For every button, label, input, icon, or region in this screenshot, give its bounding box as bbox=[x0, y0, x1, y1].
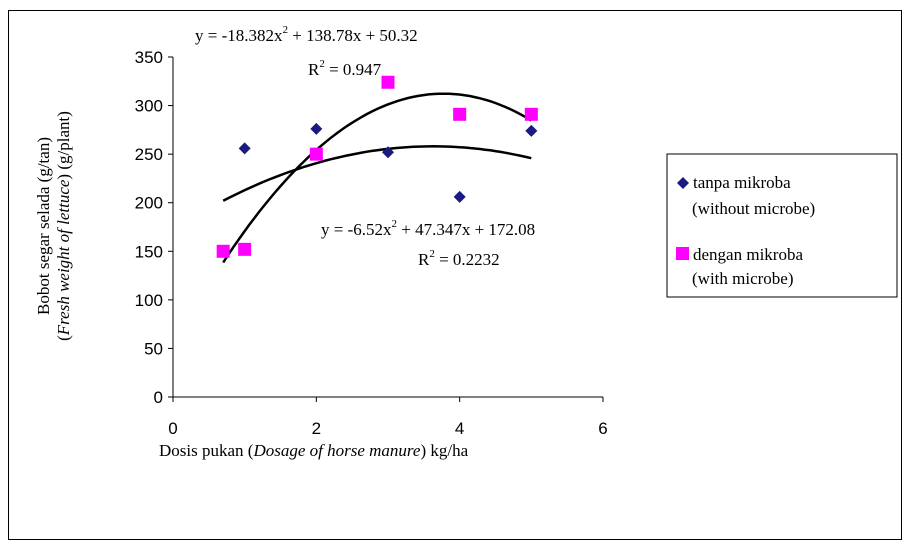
trendline-series-0 bbox=[222, 145, 532, 202]
y-axis-label-line1: Bobot segar selada (g/tan) bbox=[34, 137, 53, 315]
x-axis-label: Dosis pukan (Dosage of horse manure) kg/… bbox=[159, 441, 469, 460]
y-axis-label-line2: (Fresh weight of lettuce) (g/plant) bbox=[54, 111, 73, 341]
legend-marker-diamond bbox=[677, 177, 689, 189]
legend-label-with-microbe-2: (with microbe) bbox=[692, 269, 794, 288]
x-tick-label: 0 bbox=[168, 419, 177, 438]
r2-with-microbe: R2 = 0.947 bbox=[308, 58, 382, 79]
y-tick-label: 350 bbox=[135, 48, 163, 67]
legend-marker-square bbox=[676, 247, 689, 260]
x-tick-label: 2 bbox=[312, 419, 321, 438]
point-without-microbe bbox=[525, 124, 538, 137]
scatter-chart: 0 50 100 150 200 250 300 350 0 2 4 6 y = -18.382x2… bbox=[34, 24, 898, 460]
x-ticks: 0 2 4 6 bbox=[168, 397, 608, 438]
x-tick-label: 4 bbox=[455, 419, 464, 438]
legend-box bbox=[666, 153, 898, 298]
legend-label-without-microbe-1: tanpa mikroba bbox=[693, 173, 791, 192]
chart-frame: 0 50 100 150 200 250 300 350 0 2 4 6 y = -18.382x2… bbox=[8, 10, 902, 540]
point-with-microbe bbox=[216, 244, 230, 258]
point-with-microbe bbox=[524, 107, 538, 121]
trendline-series-1 bbox=[222, 92, 532, 264]
r2-without-microbe: R2 = 0.2232 bbox=[418, 248, 500, 269]
point-without-microbe bbox=[382, 146, 394, 159]
point-without-microbe bbox=[238, 142, 251, 155]
point-with-microbe bbox=[238, 242, 252, 256]
point-without-microbe bbox=[453, 190, 466, 203]
y-tick-label: 150 bbox=[135, 242, 163, 261]
point-with-microbe bbox=[309, 147, 323, 161]
legend-label-without-microbe-2: (without microbe) bbox=[692, 199, 815, 218]
y-tick-label: 250 bbox=[135, 145, 163, 164]
legend: tanpa mikroba (without microbe) dengan m… bbox=[666, 153, 898, 298]
point-with-microbe bbox=[453, 107, 467, 121]
x-tick-label: 6 bbox=[598, 419, 607, 438]
y-tick-label: 50 bbox=[144, 339, 163, 358]
data-points bbox=[216, 75, 538, 258]
y-tick-label: 300 bbox=[135, 97, 163, 116]
y-ticks: 0 50 100 150 200 250 300 350 bbox=[135, 48, 173, 407]
y-tick-label: 0 bbox=[154, 388, 163, 407]
point-without-microbe bbox=[310, 122, 323, 135]
equation-without-microbe: y = -6.52x2 + 47.347x + 172.08 bbox=[321, 218, 535, 239]
legend-label-with-microbe-1: dengan mikroba bbox=[693, 245, 803, 264]
y-tick-label: 200 bbox=[135, 194, 163, 213]
y-tick-label: 100 bbox=[135, 291, 163, 310]
point-with-microbe bbox=[381, 75, 395, 89]
trendlines bbox=[222, 92, 532, 264]
equation-with-microbe: y = -18.382x2 + 138.78x + 50.32 bbox=[195, 24, 418, 45]
y-axis-label: Bobot segar selada (g/tan) (Fresh weight… bbox=[34, 111, 73, 341]
